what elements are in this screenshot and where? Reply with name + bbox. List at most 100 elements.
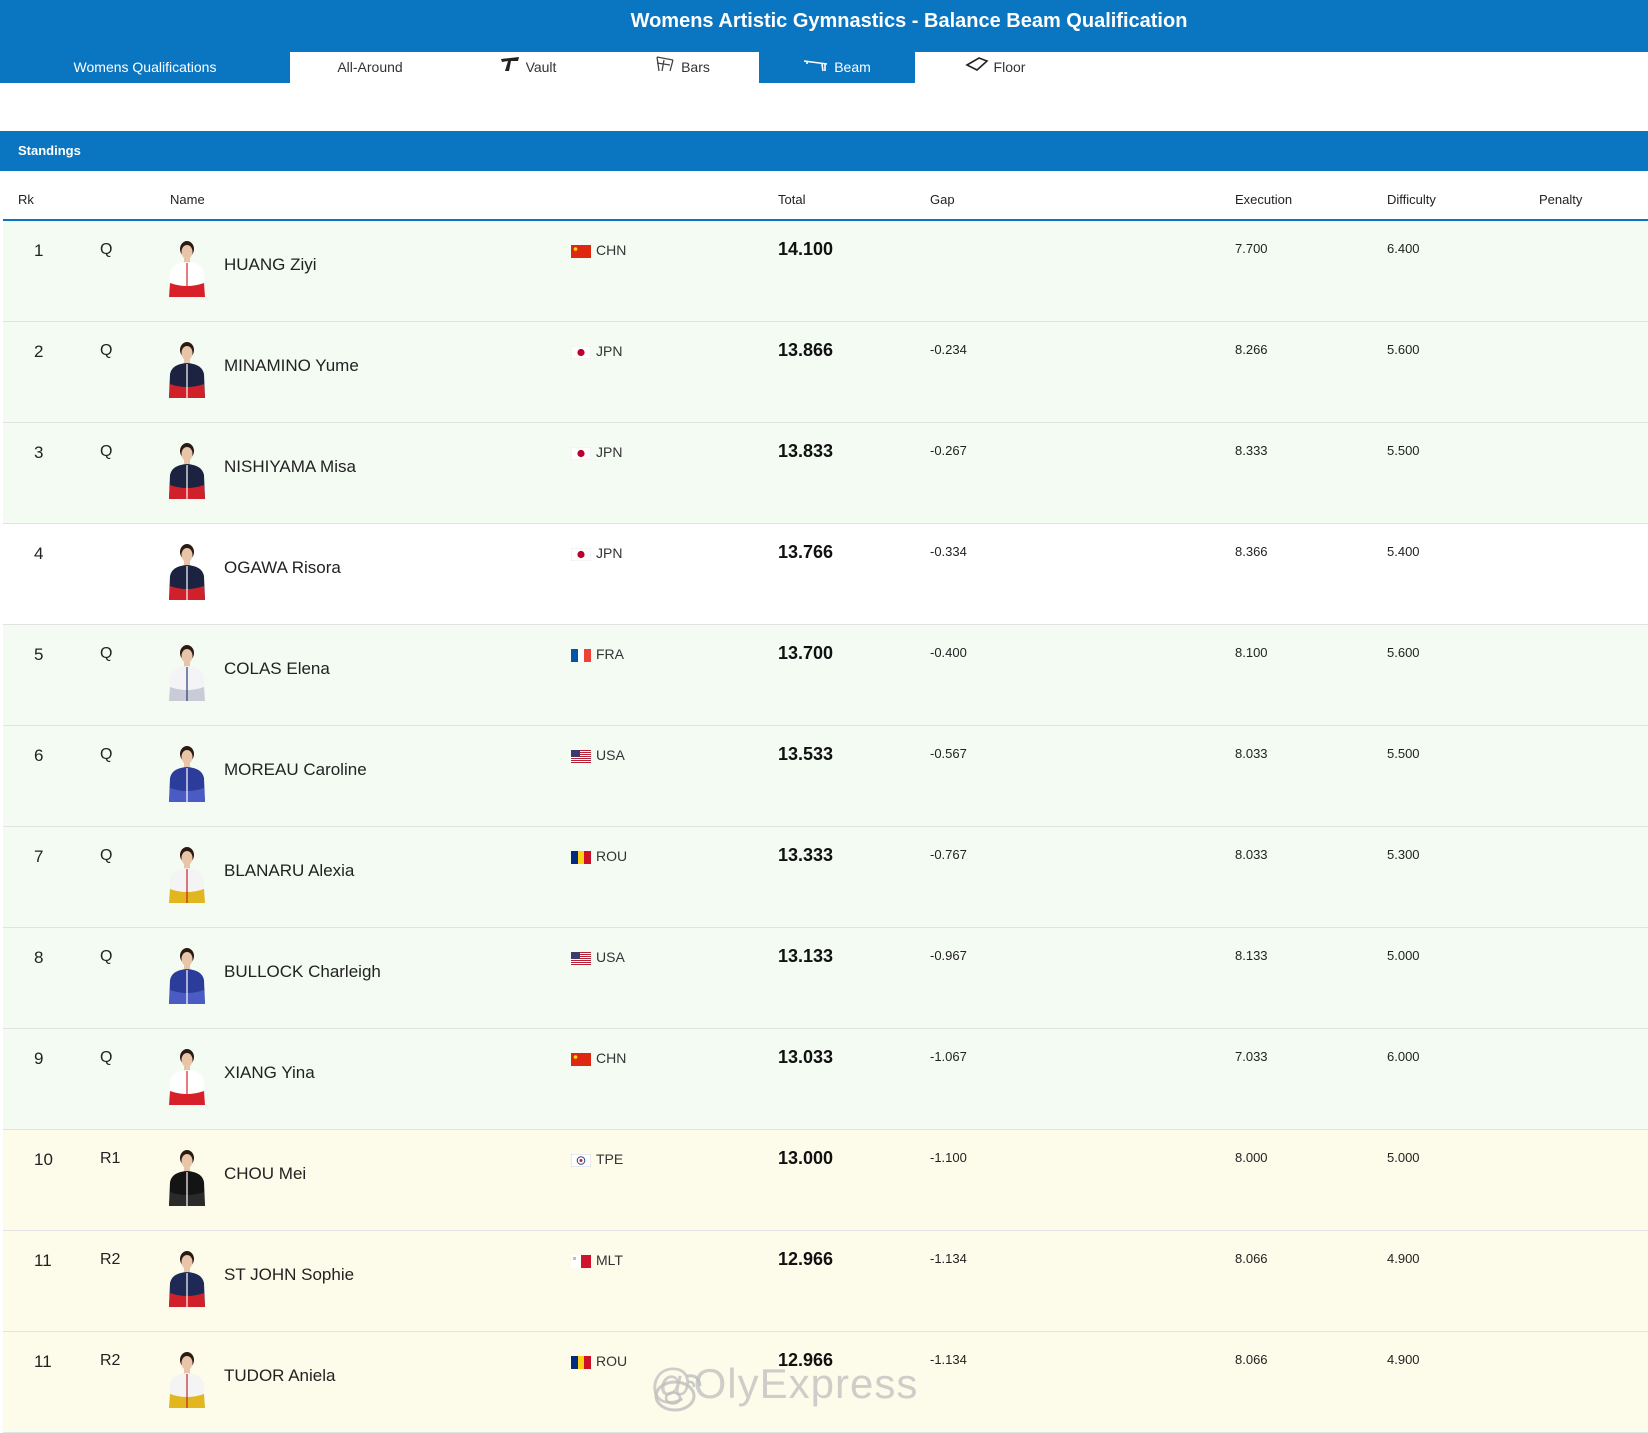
flag-icon (571, 245, 591, 258)
country-code: CHN (596, 242, 627, 258)
flag-icon (571, 1255, 591, 1268)
table-row[interactable]: 1 Q HUANG Ziyi CHN 14.100 7.700 6.400 (3, 221, 1648, 322)
beam-icon (803, 53, 829, 83)
athlete-name[interactable]: COLAS Elena (224, 659, 330, 678)
table-row[interactable]: 2 Q MINAMINO Yume JPN 13.866 -0.234 8.266 5.600 (3, 322, 1648, 423)
table-row[interactable]: 6 Q MOREAU Caroline USA 13.533 -0.567 8.033 5.5… (3, 726, 1648, 827)
rank: 11 (34, 1352, 52, 1371)
total-score: 13.866 (778, 340, 834, 360)
standings-label: Standings (18, 143, 81, 158)
athlete-name[interactable]: TUDOR Aniela (224, 1366, 336, 1385)
table-row[interactable]: 11 R2 TUDOR Aniela ROU 12.966 -1.134 8.066 4.90… (3, 1332, 1648, 1433)
rank: 11 (34, 1251, 52, 1270)
athlete-name[interactable]: BLANARU Alexia (224, 861, 355, 880)
bars-icon (654, 53, 676, 83)
rank: 8 (34, 948, 44, 967)
title-bar: Womens Artistic Gymnastics - Balance Bea… (0, 0, 1648, 52)
tab-floor[interactable]: Floor (915, 52, 1075, 83)
country-code: CHN (596, 1050, 627, 1066)
athlete-name[interactable]: MOREAU Caroline (224, 760, 367, 779)
rank: 7 (34, 847, 44, 866)
gap-score: -0.967 (930, 948, 967, 963)
col-total: Total (778, 192, 806, 207)
execution-score: 8.333 (1235, 443, 1268, 458)
tab-all-around[interactable]: All-Around (290, 52, 450, 83)
country-code: ROU (596, 1353, 628, 1369)
table-row[interactable]: 11 R2 ST JOHN Sophie MLT 12.966 -1.134 8.066 4.… (3, 1231, 1648, 1332)
qualification-status: Q (100, 948, 113, 965)
difficulty-score: 5.500 (1387, 443, 1420, 458)
qualification-status: Q (100, 1049, 113, 1066)
tab-bars[interactable]: Bars (605, 52, 759, 83)
table-row[interactable]: 8 Q BULLOCK Charleigh USA 13.133 -0.967 8.133 5… (3, 928, 1648, 1029)
qualification-status: Q (100, 443, 113, 460)
tab-label: Vault (525, 59, 557, 75)
flag-icon (570, 547, 592, 562)
col-execution: Execution (1235, 192, 1293, 207)
execution-score: 8.066 (1235, 1352, 1268, 1367)
athlete-name[interactable]: CHOU Mei (224, 1164, 307, 1183)
country-code: MLT (596, 1252, 623, 1268)
athlete-name[interactable]: BULLOCK Charleigh (224, 962, 381, 981)
page-title: Womens Artistic Gymnastics - Balance Bea… (630, 10, 1188, 32)
table-row[interactable]: 3 Q NISHIYAMA Misa JPN 13.833 -0.267 8.333 5.50… (3, 423, 1648, 524)
difficulty-score: 5.000 (1387, 1150, 1420, 1165)
difficulty-score: 5.600 (1387, 645, 1420, 660)
tab-bar: Womens Qualifications All-Around Vault B… (0, 52, 1648, 83)
qualification-status: Q (100, 847, 113, 864)
table-header: Rk Name Total Gap Execution Difficulty P… (3, 172, 1648, 221)
athlete-name[interactable]: ST JOHN Sophie (224, 1265, 355, 1284)
difficulty-score: 5.000 (1387, 948, 1420, 963)
total-score: 12.966 (778, 1350, 834, 1370)
tab-womens-qualifications[interactable]: Womens Qualifications (0, 52, 290, 83)
country-code: JPN (596, 545, 623, 561)
table-row[interactable]: 5 Q COLAS Elena FRA 13.700 -0.400 8.100 5.600 (3, 625, 1648, 726)
athlete-avatar (166, 1146, 208, 1206)
execution-score: 7.700 (1235, 241, 1268, 256)
total-score: 13.533 (778, 744, 834, 764)
gap-score: -1.067 (930, 1049, 967, 1064)
tab-label: Floor (993, 59, 1026, 75)
rank: 4 (34, 544, 44, 563)
difficulty-score: 5.300 (1387, 847, 1420, 862)
rank: 5 (34, 645, 44, 664)
table-row[interactable]: 4 OGAWA Risora JPN 13.766 -0.334 8.366 5.400 (3, 524, 1648, 625)
athlete-avatar (166, 237, 208, 297)
athlete-name[interactable]: NISHIYAMA Misa (224, 457, 356, 476)
flag-icon (570, 446, 592, 461)
rank: 3 (34, 443, 44, 462)
total-score: 13.133 (778, 946, 834, 966)
tab-vault[interactable]: Vault (450, 52, 605, 83)
athlete-name[interactable]: MINAMINO Yume (224, 356, 359, 375)
gap-score: -0.567 (930, 746, 967, 761)
athlete-avatar (166, 641, 208, 701)
total-score: 13.333 (778, 845, 834, 865)
table-row[interactable]: 10 R1 CHOU Mei TPE 13.000 -1.100 8.000 5.000 (3, 1130, 1648, 1231)
total-score: 13.033 (778, 1047, 834, 1067)
flag-icon (570, 345, 592, 360)
rank: 9 (34, 1049, 44, 1068)
table-row[interactable]: 7 Q BLANARU Alexia ROU 13.333 -0.767 8.033 5.30… (3, 827, 1648, 928)
qualification-status: Q (100, 645, 113, 662)
athlete-name[interactable]: OGAWA Risora (224, 558, 341, 577)
athlete-name[interactable]: XIANG Yina (224, 1063, 315, 1082)
table-row[interactable]: 9 Q XIANG Yina CHN 13.033 -1.067 7.033 6.000 (3, 1029, 1648, 1130)
athlete-name[interactable]: HUANG Ziyi (224, 255, 317, 274)
gap-score: -1.100 (930, 1150, 967, 1165)
qualification-status: Q (100, 746, 113, 763)
execution-score: 8.066 (1235, 1251, 1268, 1266)
gap-score: -1.134 (930, 1352, 967, 1367)
difficulty-score: 6.000 (1387, 1049, 1420, 1064)
execution-score: 8.366 (1235, 544, 1268, 559)
athlete-avatar (166, 944, 208, 1004)
athlete-avatar (166, 742, 208, 802)
execution-score: 8.000 (1235, 1150, 1268, 1165)
gap-score: -0.767 (930, 847, 967, 862)
tab-beam[interactable]: Beam (759, 52, 915, 83)
qualification-status: R1 (100, 1150, 121, 1167)
qualification-status: Q (100, 241, 113, 258)
total-score: 12.966 (778, 1249, 834, 1269)
rank: 2 (34, 342, 44, 361)
col-penalty: Penalty (1539, 192, 1583, 207)
rank: 6 (34, 746, 44, 765)
